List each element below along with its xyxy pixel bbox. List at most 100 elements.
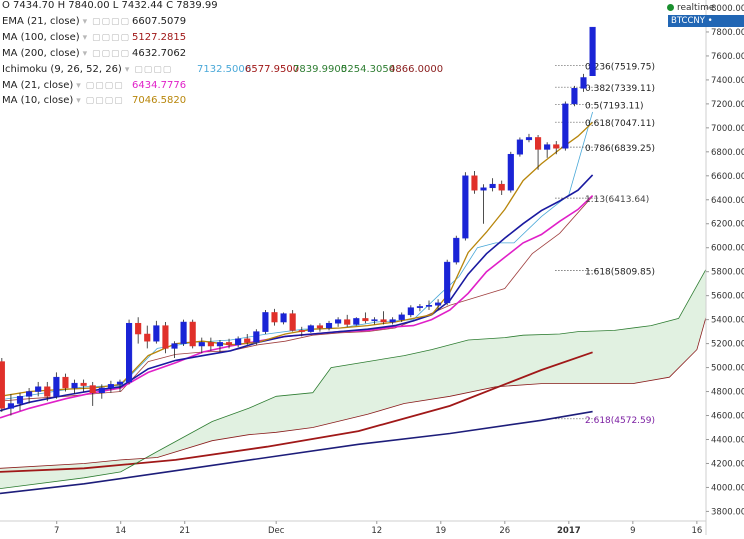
legend-controls-icon[interactable]: ▾ ▢▢▢▢ — [76, 96, 124, 107]
candle-body — [189, 321, 196, 347]
candle-body — [444, 261, 451, 304]
fib-level-label: 1.13(6413.64) — [585, 195, 649, 205]
y-tick-label: 6400.00 — [711, 196, 744, 206]
legend-value: 7132.5000 — [197, 63, 252, 75]
indicator-line — [0, 410, 593, 495]
candle-body — [335, 319, 342, 324]
fib-level-label: 2.618(4572.59) — [585, 416, 655, 426]
x-tick-label: 2017 — [557, 526, 581, 535]
fib-level-label: 0.786(6839.25) — [585, 144, 655, 154]
candle-body — [453, 237, 460, 263]
y-tick-label: 4400.00 — [711, 435, 744, 445]
y-tick-label: 5000.00 — [711, 364, 744, 374]
legend-label: MA (200, close) — [2, 47, 80, 59]
realtime-label: realtime — [677, 3, 715, 13]
x-tick-label: 26 — [499, 526, 510, 535]
legend-label: Ichimoku (9, 26, 52, 26) — [2, 63, 122, 75]
candle-body — [580, 77, 587, 89]
candle-body — [153, 325, 160, 342]
candle-body — [462, 175, 469, 239]
candle-body — [271, 312, 278, 323]
y-tick-label: 6000.00 — [711, 244, 744, 254]
candle-body — [471, 175, 478, 191]
candle-body — [516, 139, 523, 155]
candle-body — [235, 338, 242, 346]
indicator-line — [0, 174, 594, 412]
y-tick-label: 7800.00 — [711, 28, 744, 38]
legend-controls-icon[interactable]: ▾ ▢▢▢▢ — [82, 32, 131, 43]
legend-controls-icon[interactable]: ▾ ▢▢▢▢ — [82, 48, 131, 59]
candle-body — [307, 325, 314, 332]
candle-body — [207, 342, 214, 347]
candle-body — [225, 342, 233, 346]
candle-body — [371, 319, 378, 322]
legend-row[interactable]: MA (10, close) ▾ ▢▢▢▢ 7046.5820 — [2, 93, 186, 109]
candle-body — [407, 307, 414, 316]
y-tick-label: 7400.00 — [711, 76, 744, 86]
x-tick-label: 7 — [54, 526, 59, 535]
fib-level-label: 0.382(7339.11) — [585, 84, 655, 94]
candle-body — [589, 26, 596, 77]
legend-row[interactable]: EMA (21, close) ▾ ▢▢▢▢ 6607.5079 — [2, 14, 186, 30]
ohlc-readout: O 7434.70 H 7840.00 L 7432.44 C 7839.99 — [2, 0, 218, 11]
candle-body — [535, 137, 542, 150]
y-tick-label: 4600.00 — [711, 412, 744, 422]
legend-value: 5254.3050 — [341, 63, 396, 75]
indicator-lines — [0, 111, 707, 495]
candle-body — [507, 153, 514, 191]
ichimoku-cloud-fill — [0, 269, 706, 489]
candle-body — [144, 333, 151, 342]
candle-body — [362, 318, 369, 322]
legend-controls-icon[interactable]: ▾ ▢▢▢▢ — [76, 80, 124, 91]
indicator-line — [0, 317, 707, 469]
realtime-dot-icon — [667, 4, 674, 11]
realtime-status: realtime — [667, 3, 714, 13]
ichimoku-cloud — [0, 269, 706, 489]
x-tick-label: Dec — [268, 526, 285, 535]
candle-body — [44, 386, 51, 397]
candle-body — [135, 322, 142, 335]
candle-body — [89, 385, 96, 393]
legend-row[interactable]: MA (100, close) ▾ ▢▢▢▢ 5127.2815 — [2, 30, 186, 46]
candle-body — [216, 342, 224, 347]
fib-level-label: 0.618(7047.11) — [585, 119, 655, 129]
y-tick-label: 3800.00 — [711, 507, 744, 517]
legend-row[interactable]: Ichimoku (9, 26, 52, 26) ▾ ▢▢▢▢ 7132.5000 6… — [2, 62, 443, 78]
legend-value: 5127.2815 — [132, 31, 187, 43]
candle-body — [53, 376, 60, 397]
candle-body — [298, 330, 305, 332]
x-tick-label: 16 — [691, 526, 702, 535]
x-tick-label: 9 — [630, 526, 635, 535]
indicator-line — [0, 121, 594, 397]
candle-body — [7, 403, 14, 409]
candle-body — [562, 103, 569, 149]
legend-label: MA (21, close) — [2, 79, 74, 91]
legend-value: 6577.9500 — [245, 63, 300, 75]
y-tick-label: 6200.00 — [711, 220, 744, 230]
legend-controls-icon[interactable]: ▾ ▢▢▢▢ — [124, 64, 173, 75]
legend-value: 6434.7776 — [132, 79, 187, 91]
y-tick-label: 4200.00 — [711, 459, 744, 469]
candle-body — [71, 382, 78, 389]
x-tick-label: 14 — [115, 526, 126, 535]
y-tick-label: 4800.00 — [711, 388, 744, 398]
candle-body — [80, 382, 87, 386]
y-axis: 3800.00 4000.00 4200.00 4400.00 4600.00 4800.… — [705, 0, 744, 535]
legend-value: 7046.5820 — [132, 95, 187, 107]
legend-label: MA (100, close) — [2, 31, 80, 43]
candle-body — [62, 376, 69, 389]
candle-body — [389, 319, 396, 323]
candle-body — [35, 386, 42, 392]
fib-level-label: 0.236(7519.75) — [585, 63, 655, 73]
legend-row[interactable]: MA (21, close) ▾ ▢▢▢▢ 6434.7776 — [2, 78, 186, 94]
candle-body — [26, 391, 33, 397]
legend-row[interactable]: MA (200, close) ▾ ▢▢▢▢ 4632.7062 — [2, 46, 186, 62]
candle-body — [180, 321, 187, 344]
legend-controls-icon[interactable]: ▾ ▢▢▢▢ — [82, 17, 131, 27]
y-tick-label: 6600.00 — [711, 172, 744, 182]
indicator-line — [0, 195, 593, 402]
indicator-line — [0, 269, 707, 489]
y-tick-label: 7600.00 — [711, 52, 744, 62]
